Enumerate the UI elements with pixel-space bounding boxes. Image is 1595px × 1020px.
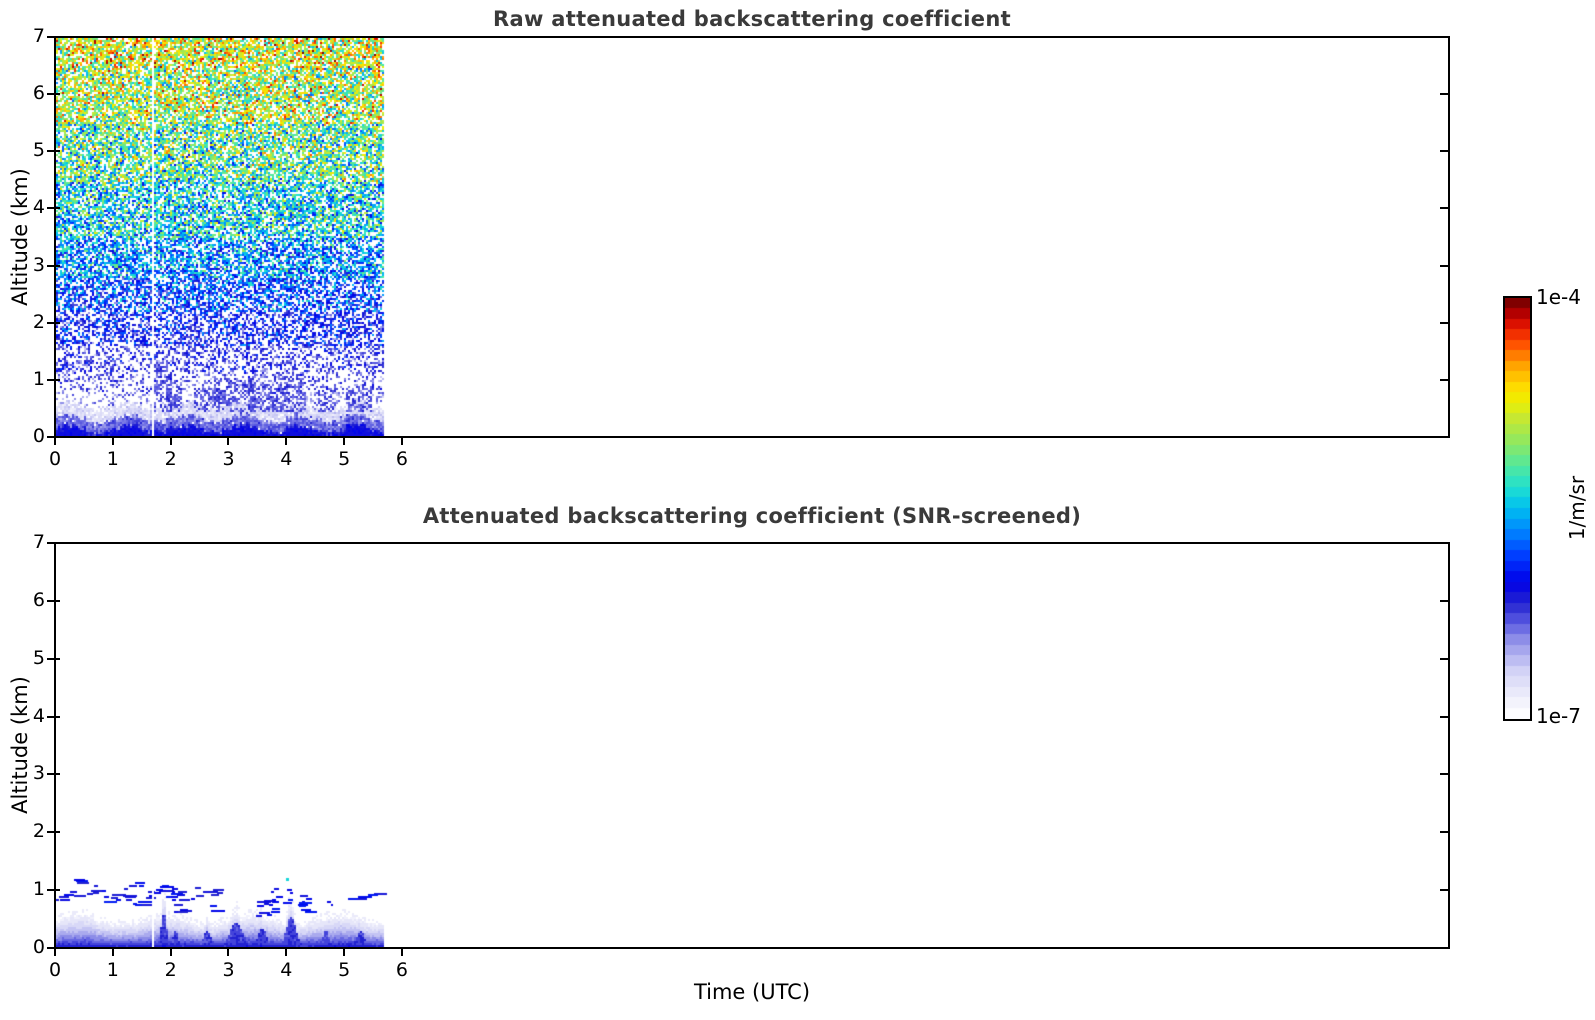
y-tick-mark [47, 657, 55, 660]
y-tick-mark-inner-left [55, 715, 60, 718]
y-tick-mark [47, 773, 55, 776]
x-tick-mark [54, 948, 56, 956]
y-tick-mark [47, 378, 55, 381]
x-tick-label: 3 [222, 448, 235, 470]
y-tick-label: 1 [32, 878, 45, 901]
x-tick-label: 5 [338, 959, 351, 981]
colorbar-units-label: 1/m/sr [1565, 475, 1589, 541]
x-tick-mark [400, 437, 403, 445]
x-tick-label: 1 [106, 448, 119, 470]
y-tick-label: 1 [32, 367, 45, 390]
colorbar-min-label: 1e-7 [1536, 704, 1581, 728]
plot1-title: Raw attenuated backscattering coefficien… [493, 7, 1011, 31]
y-tick-mark-inner-right [1440, 831, 1449, 834]
y-tick-label: 5 [32, 646, 45, 669]
x-tick-mark [400, 948, 403, 956]
y-tick-mark-inner-left [55, 831, 60, 834]
y-tick-label: 3 [32, 253, 45, 276]
y-tick-label: 7 [32, 25, 45, 47]
y-tick-mark-inner-left [55, 773, 60, 776]
y-tick-label: 0 [32, 425, 45, 447]
y-tick-mark-inner-left [55, 889, 60, 892]
y-tick-mark-inner-right [1440, 264, 1449, 267]
x-tick-mark [54, 437, 56, 445]
x-tick-mark [343, 948, 346, 956]
plot2-title: Attenuated backscattering coefficient (S… [422, 504, 1082, 528]
x-tick-mark [227, 948, 230, 956]
colorbar [1503, 296, 1532, 721]
plot1-canvas [56, 38, 1448, 436]
y-tick-mark [47, 150, 55, 153]
x-tick-mark [111, 437, 114, 445]
y-tick-mark [47, 321, 55, 324]
y-tick-mark-inner-left [55, 599, 60, 602]
x-axis-label: Time (UTC) [693, 980, 811, 1004]
y-tick-mark-inner-left [55, 207, 60, 210]
plot1-y-axis-label: Altitude (km) [8, 168, 32, 306]
x-tick-mark [343, 437, 346, 445]
y-tick-mark [47, 36, 55, 38]
y-tick-mark-inner-right [1440, 715, 1449, 718]
plot2-y-axis-label: Altitude (km) [8, 676, 32, 814]
x-tick-label: 6 [395, 448, 409, 470]
y-tick-label: 2 [32, 310, 45, 333]
x-tick-label: 4 [280, 959, 293, 981]
y-tick-mark-inner-left [55, 93, 60, 96]
x-tick-mark [111, 948, 114, 956]
x-tick-mark [227, 437, 230, 445]
x-tick-mark [285, 948, 288, 956]
y-tick-mark [47, 542, 55, 544]
x-tick-label: 4 [280, 448, 293, 470]
y-tick-mark [47, 889, 55, 892]
y-tick-mark-inner-left [55, 657, 60, 660]
y-tick-mark-inner-right [1440, 321, 1449, 324]
y-tick-label: 3 [32, 762, 45, 785]
y-tick-mark-inner-right [1440, 150, 1449, 153]
y-tick-mark-inner-right [1440, 599, 1449, 602]
x-tick-label: 0 [48, 959, 62, 981]
x-tick-label: 2 [164, 959, 177, 981]
y-tick-label: 7 [32, 531, 45, 553]
colorbar-canvas [1505, 298, 1530, 719]
y-tick-mark [47, 831, 55, 834]
x-tick-label: 1 [106, 959, 119, 981]
x-tick-label: 2 [164, 448, 177, 470]
y-tick-label: 0 [32, 936, 45, 958]
y-tick-mark [47, 715, 55, 718]
x-tick-label: 0 [48, 448, 62, 470]
y-tick-mark-inner-right [1440, 378, 1449, 381]
plot2-screened-heatmap [54, 542, 1450, 949]
y-tick-mark [47, 436, 55, 438]
y-tick-mark-inner-left [55, 150, 60, 153]
y-tick-mark [47, 947, 55, 949]
y-tick-mark-inner-left [55, 264, 60, 267]
y-tick-mark [47, 599, 55, 602]
x-tick-mark [169, 437, 172, 445]
y-tick-label: 4 [32, 704, 45, 727]
x-tick-label: 3 [222, 959, 235, 981]
plot1-raw-heatmap [54, 36, 1450, 438]
y-tick-mark-inner-left [55, 321, 60, 324]
y-tick-label: 2 [32, 820, 45, 843]
x-tick-label: 6 [395, 959, 409, 981]
colorbar-max-label: 1e-4 [1536, 285, 1581, 309]
y-tick-label: 6 [32, 588, 45, 611]
y-tick-mark-inner-right [1440, 889, 1449, 892]
y-tick-mark-inner-right [1440, 773, 1449, 776]
x-tick-mark [169, 948, 172, 956]
y-tick-mark-inner-right [1440, 207, 1449, 210]
plot2-canvas [56, 544, 1448, 947]
y-tick-mark-inner-left [55, 378, 60, 381]
y-tick-label: 5 [32, 139, 45, 162]
y-tick-mark-inner-right [1440, 93, 1449, 96]
y-tick-label: 4 [32, 196, 45, 219]
y-tick-mark [47, 207, 55, 210]
y-tick-mark-inner-right [1440, 657, 1449, 660]
x-tick-label: 5 [338, 448, 351, 470]
x-tick-mark [285, 437, 288, 445]
y-tick-mark [47, 264, 55, 267]
y-tick-label: 6 [32, 82, 45, 105]
y-tick-mark [47, 93, 55, 96]
